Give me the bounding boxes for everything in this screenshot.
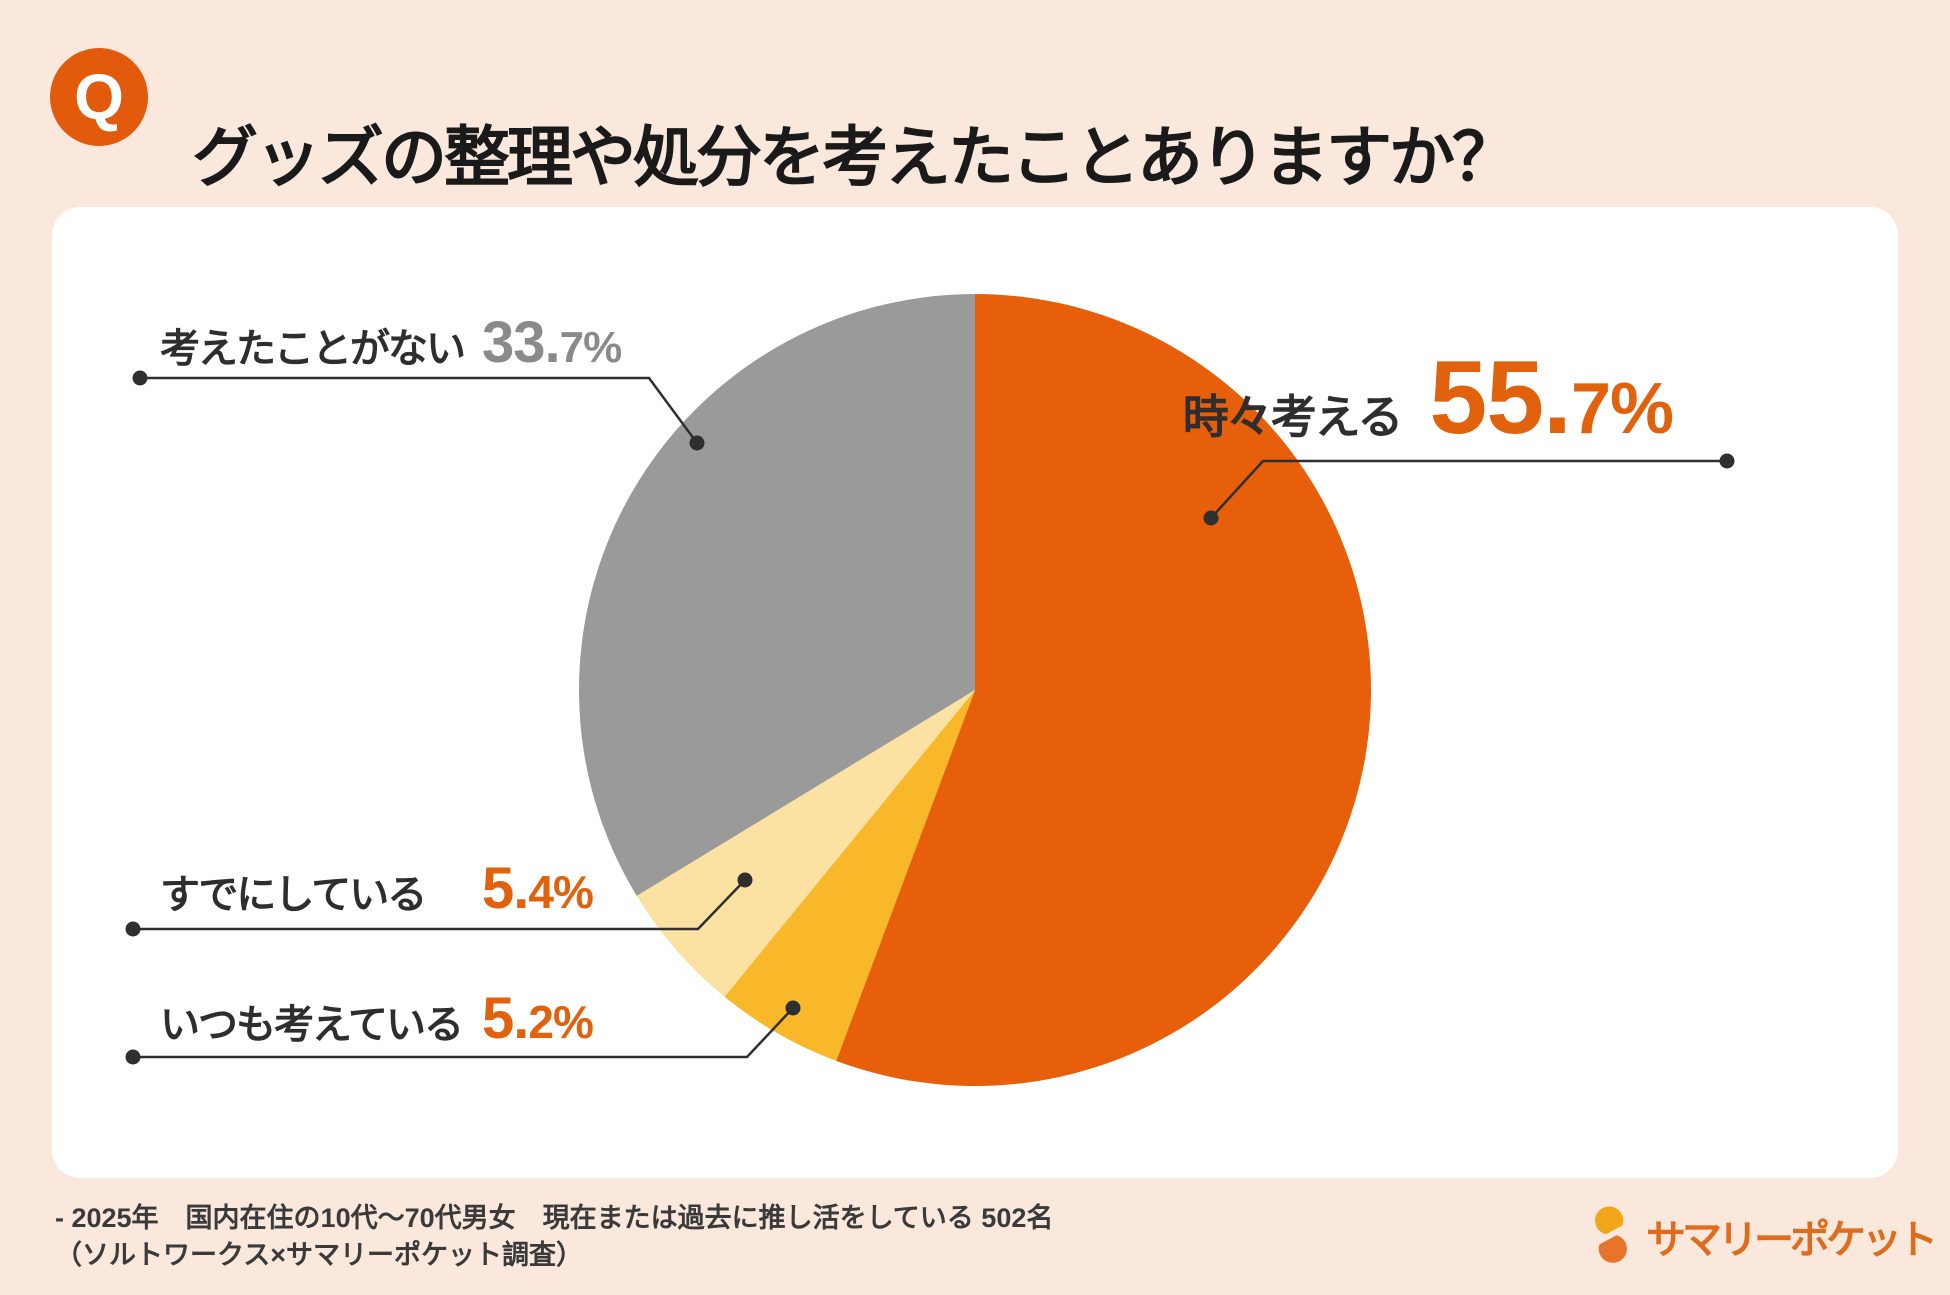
leader-dot	[125, 921, 141, 937]
slice-label: すでにしている	[160, 873, 427, 917]
slice-value: 5.2%	[482, 986, 594, 1051]
survey-note-line2: （ソルトワークス×サマリーポケット調査）	[55, 1240, 583, 1270]
callout-always: いつも考えている 5.2%	[160, 985, 594, 1052]
leader-dot	[737, 872, 753, 888]
leader-dot	[125, 1049, 141, 1065]
pie-slice-1	[724, 690, 975, 1061]
slice-value: 33.7%	[482, 310, 622, 375]
leader-line-1	[133, 1007, 794, 1059]
leader-line-3	[140, 376, 699, 444]
leader-dot	[785, 1000, 801, 1016]
slice-label: 時々考える	[1182, 391, 1404, 443]
leader-dot	[1719, 453, 1735, 469]
slice-value: 5.4%	[482, 856, 594, 921]
callout-never: 考えたことがない 33.7%	[160, 309, 622, 376]
callout-sometimes: 時々考える 55.7%	[1182, 339, 1674, 458]
chart-card: 時々考える 55.7% 考えたことがない 33.7% すでにしている 5.4% …	[52, 207, 1898, 1178]
callout-already: すでにしている 5.4%	[160, 855, 594, 922]
slice-value: 55.7%	[1429, 340, 1674, 456]
pie-chart	[125, 294, 1735, 1086]
pie-slice-2	[636, 690, 975, 997]
leader-dot	[132, 370, 148, 386]
page-title: グッズの整理や処分を考えたことありますか？	[192, 120, 1518, 195]
leader-dot	[689, 435, 705, 451]
brand-logo: サマリーポケット	[1588, 1206, 1938, 1266]
leader-dot	[1203, 510, 1219, 526]
slice-label: いつも考えている	[160, 1003, 464, 1047]
slice-label: 考えたことがない	[160, 327, 466, 371]
leader-line-2	[133, 879, 746, 931]
survey-note-line1: - 2025年 国内在住の10代～70代男女 現在または過去に推し活をしている …	[55, 1203, 1054, 1233]
leader-line-0	[1210, 459, 1727, 519]
summary-pocket-mark-icon	[1588, 1206, 1634, 1263]
pie-slice-3	[579, 294, 975, 896]
question-badge: Q	[50, 48, 148, 146]
pie-slice-0	[836, 294, 1371, 1086]
survey-note: - 2025年 国内在住の10代～70代男女 現在または過去に推し活をしている …	[55, 1200, 1053, 1274]
brand-logo-text: サマリーポケット	[1646, 1218, 1938, 1262]
